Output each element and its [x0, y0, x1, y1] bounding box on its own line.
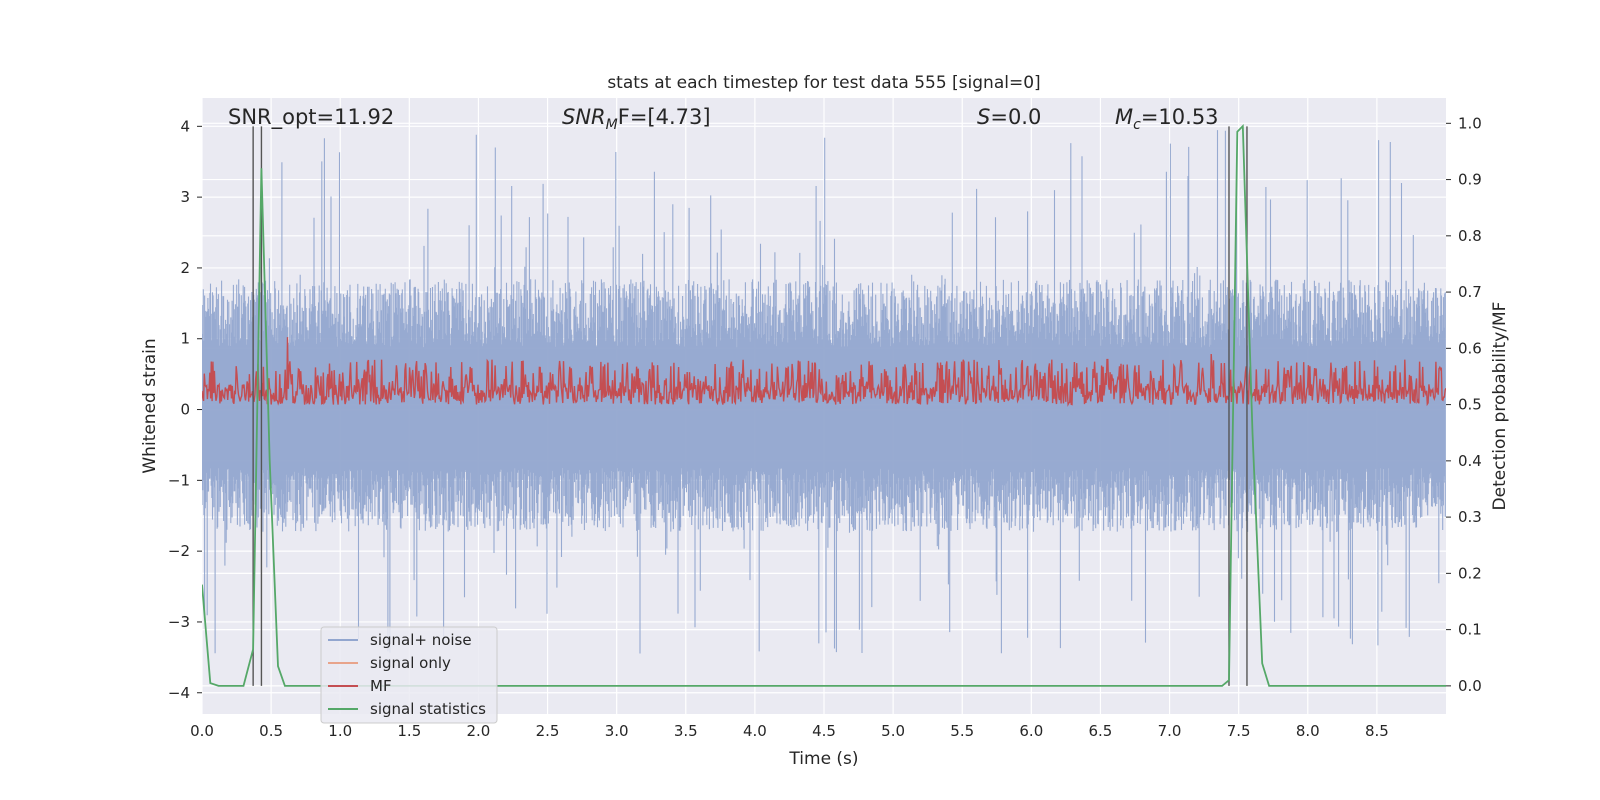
x-tick-label: 6.5	[1089, 722, 1113, 740]
annotation-mc-sub: c	[1133, 117, 1141, 133]
x-tick-label: 0.5	[259, 722, 283, 740]
right-y-tick-label: 0.3	[1458, 508, 1482, 526]
x-tick-label: 2.5	[536, 722, 560, 740]
left-y-tick-label: −2	[168, 542, 190, 560]
annotation-snr-opt: SNR_opt=11.92	[228, 105, 394, 130]
chart-title: stats at each timestep for test data 555…	[607, 73, 1040, 93]
right-y-axis-label: Detection probability/MF	[1490, 302, 1510, 511]
x-tick-label: 6.0	[1019, 722, 1043, 740]
legend-label-signal-only: signal only	[370, 654, 451, 672]
x-tick-label: 8.5	[1365, 722, 1389, 740]
right-y-tick-label: 0.8	[1458, 227, 1482, 245]
x-tick-label: 8.0	[1296, 722, 1320, 740]
legend-label-signal-noise: signal+ noise	[370, 631, 472, 649]
signal-statistics-line	[202, 123, 1446, 687]
series-signal-statistics	[202, 123, 1446, 687]
mf-line	[202, 337, 1446, 407]
annotation-snr-mf-sub: M	[606, 117, 618, 133]
x-tick-label: 3.0	[605, 722, 629, 740]
annotation-snr-mf-base: SNR	[562, 105, 606, 129]
plot-layer	[202, 123, 1446, 687]
right-y-tick-label: 0.9	[1458, 171, 1482, 189]
series-mf	[202, 337, 1446, 407]
annotation-s-value: =0.0	[990, 105, 1041, 129]
x-tick-label: 2.0	[467, 722, 491, 740]
right-y-tick-label: 0.4	[1458, 452, 1482, 470]
right-y-tick-label: 0.7	[1458, 283, 1482, 301]
left-y-tick-label: −1	[168, 471, 190, 489]
x-tick-label: 4.5	[812, 722, 836, 740]
annotation-snr-mf: SNRMF=[4.73]	[562, 105, 711, 133]
legend-label-signal-statistics: signal statistics	[370, 700, 486, 718]
right-y-tick-label: 0.1	[1458, 621, 1482, 639]
x-tick-label: 1.5	[397, 722, 421, 740]
x-tick-label: 7.0	[1158, 722, 1182, 740]
right-y-tick-label: 1.0	[1458, 114, 1482, 132]
left-y-axis-ticks: 4 3 2 1 0 −1 −2 −3 −4	[168, 117, 202, 702]
annotation-mc-base: M	[1115, 105, 1133, 129]
annotation-s: S=0.0	[977, 105, 1041, 129]
vertical-markers	[252, 126, 1248, 686]
x-axis-ticks: 0.0 0.5 1.0 1.5 2.0 2.5 3.0 3.5 4.0 4.5 5.0 5.5 6.0 6…	[190, 722, 1389, 740]
left-y-tick-label: 1	[180, 330, 190, 348]
right-y-tick-label: 0.0	[1458, 677, 1482, 695]
left-y-tick-label: −4	[168, 684, 190, 702]
legend-label-mf: MF	[370, 677, 392, 695]
x-tick-label: 5.5	[950, 722, 974, 740]
x-tick-label: 3.5	[674, 722, 698, 740]
annotation-snr-mf-tail: F=[4.73]	[618, 105, 711, 129]
annotation-s-label: S	[977, 105, 990, 129]
left-y-axis-label: Whitened strain	[140, 338, 160, 473]
right-y-tick-label: 0.5	[1458, 396, 1482, 414]
x-tick-label: 0.0	[190, 722, 214, 740]
annotation-mc: Mc=10.53	[1115, 105, 1219, 133]
left-y-tick-label: 3	[180, 188, 190, 206]
x-axis-label: Time (s)	[788, 749, 858, 769]
right-y-axis-ticks: 1.0 0.9 0.8 0.7 0.6 0.5 0.4 0.3 0.2 0.1 0.0	[1446, 114, 1482, 695]
x-tick-label: 1.0	[328, 722, 352, 740]
right-y-tick-label: 0.2	[1458, 564, 1482, 582]
x-tick-label: 5.0	[881, 722, 905, 740]
annotation-mc-value: =10.53	[1141, 105, 1219, 129]
legend: signal+ noise signal only MF signal stat…	[320, 626, 498, 724]
left-y-tick-label: 2	[180, 259, 190, 277]
left-y-tick-label: 0	[180, 401, 190, 419]
x-tick-label: 4.0	[743, 722, 767, 740]
left-y-tick-label: 4	[180, 117, 190, 135]
right-y-tick-label: 0.6	[1458, 339, 1482, 357]
legend-box	[320, 626, 498, 724]
x-tick-label: 7.5	[1227, 722, 1251, 740]
left-y-tick-label: −3	[168, 613, 190, 631]
